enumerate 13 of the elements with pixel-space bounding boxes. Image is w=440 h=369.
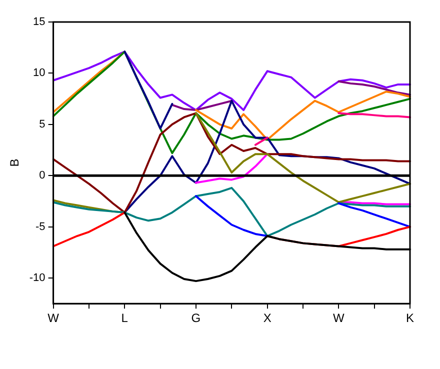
y-tick-label: 15 [33,16,46,28]
x-tick-label: X [263,311,272,326]
x-tick-label: W [48,311,60,326]
y-tick-label: 10 [33,67,46,80]
x-tick-label: G [191,311,201,326]
y-axis-title: B [8,158,22,167]
y-tick-label: -5 [36,220,46,233]
y-tick-label: -10 [29,272,46,284]
y-tick-label: 5 [39,118,46,130]
x-tick-label: L [121,311,128,326]
x-tick-label: K [406,311,414,326]
x-tick-label: W [332,311,345,326]
y-tick-label: 0 [39,170,46,182]
